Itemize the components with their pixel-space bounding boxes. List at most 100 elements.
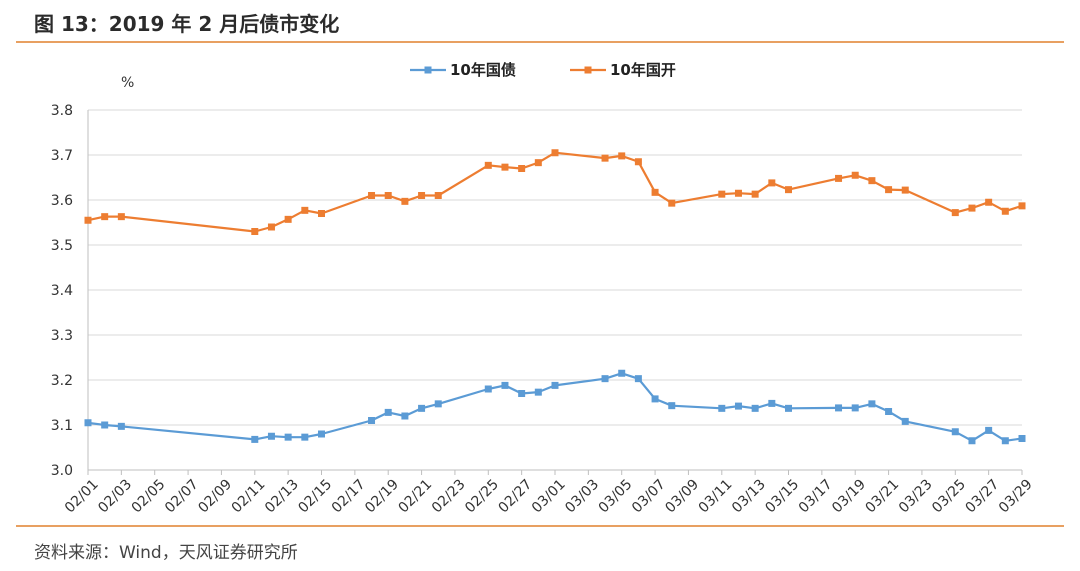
- data-point: [551, 149, 559, 157]
- data-point: [251, 435, 259, 443]
- x-tick-label: 03/13: [729, 476, 769, 516]
- data-point: [835, 404, 843, 412]
- data-point: [251, 228, 259, 235]
- x-tick-label: 02/05: [129, 476, 169, 516]
- x-tick-label: 03/21: [862, 476, 902, 516]
- y-axis-unit: %: [121, 75, 134, 91]
- data-point: [851, 404, 859, 412]
- data-point: [418, 404, 426, 412]
- data-point: [901, 417, 909, 425]
- x-tick-label: 03/15: [762, 476, 802, 516]
- x-tick-label: 02/17: [329, 476, 369, 516]
- bottom-divider: [16, 525, 1064, 527]
- x-tick-label: 03/27: [963, 476, 1003, 516]
- x-tick-label: 02/03: [95, 476, 135, 516]
- data-point: [401, 412, 409, 420]
- x-tick-label: 02/01: [62, 476, 102, 516]
- data-point: [84, 419, 92, 427]
- x-tick-label: 03/23: [896, 476, 936, 516]
- x-axis-ticks: 02/0102/0302/0502/0702/0902/1102/1302/15…: [62, 470, 1036, 516]
- x-tick-label: 02/09: [195, 476, 235, 516]
- data-point: [267, 432, 275, 440]
- data-point: [768, 399, 776, 407]
- legend-marker: [584, 66, 592, 74]
- legend-item: 10年国债: [410, 61, 516, 79]
- data-point: [835, 174, 843, 182]
- data-point: [601, 154, 609, 162]
- y-tick-label: 3.0: [51, 463, 73, 479]
- x-tick-label: 02/19: [362, 476, 402, 516]
- data-point: [668, 199, 676, 207]
- data-point: [651, 188, 659, 196]
- x-tick-label: 03/03: [562, 476, 602, 516]
- data-point: [1001, 437, 1009, 445]
- line-chart: 3.03.13.23.33.43.53.63.73.8 02/0102/0302…: [51, 61, 1036, 516]
- data-point: [951, 428, 959, 436]
- data-point: [434, 400, 442, 408]
- y-tick-label: 3.7: [51, 148, 73, 164]
- data-point: [668, 402, 676, 410]
- data-point: [968, 204, 976, 212]
- data-point: [751, 404, 759, 412]
- data-point: [534, 388, 542, 396]
- data-point: [301, 433, 309, 441]
- data-point: [601, 375, 609, 383]
- data-point: [534, 159, 542, 167]
- data-point: [985, 198, 993, 206]
- y-tick-label: 3.8: [51, 103, 73, 119]
- data-point: [434, 192, 442, 199]
- data-point: [751, 190, 759, 198]
- x-tick-label: 02/27: [496, 476, 536, 516]
- data-point: [284, 433, 292, 441]
- data-point: [84, 216, 92, 224]
- x-tick-label: 03/11: [696, 476, 736, 516]
- x-tick-label: 02/23: [429, 476, 469, 516]
- data-point: [484, 161, 492, 169]
- data-point: [401, 197, 409, 205]
- top-divider: [16, 41, 1064, 43]
- data-point: [117, 213, 125, 221]
- legend-marker: [424, 66, 432, 74]
- y-tick-label: 3.1: [51, 418, 73, 434]
- data-point: [951, 209, 959, 217]
- x-tick-label: 03/17: [796, 476, 836, 516]
- series-2: [84, 149, 1026, 235]
- data-point: [868, 400, 876, 408]
- x-tick-label: 03/07: [629, 476, 669, 516]
- data-point: [901, 186, 909, 194]
- data-point: [284, 215, 292, 223]
- x-tick-label: 03/09: [662, 476, 702, 516]
- figure-title: 图 13：2019 年 2 月后债市变化: [34, 12, 340, 36]
- source-note: 资料来源：Wind，天风证券研究所: [34, 543, 298, 563]
- data-point: [384, 408, 392, 416]
- data-point: [101, 421, 109, 429]
- data-point: [501, 163, 509, 171]
- data-point: [318, 430, 325, 438]
- data-point: [885, 408, 893, 415]
- data-point: [734, 402, 742, 410]
- data-point: [718, 190, 726, 198]
- data-point: [368, 417, 376, 424]
- x-tick-label: 03/01: [529, 476, 569, 516]
- data-point: [718, 404, 726, 412]
- data-point: [101, 213, 109, 221]
- y-tick-label: 3.4: [51, 283, 73, 299]
- x-tick-label: 03/05: [596, 476, 636, 516]
- data-point: [634, 158, 642, 166]
- x-tick-label: 02/13: [262, 476, 302, 516]
- data-point: [518, 390, 526, 397]
- data-point: [785, 186, 792, 194]
- data-point: [501, 381, 509, 389]
- legend: 10年国债 10年国开: [410, 61, 676, 79]
- x-tick-label: 02/25: [462, 476, 502, 516]
- data-point: [551, 381, 559, 389]
- data-point: [985, 426, 993, 434]
- legend-label: 10年国债: [450, 61, 516, 79]
- x-tick-label: 02/15: [295, 476, 335, 516]
- x-tick-label: 02/11: [229, 476, 269, 516]
- grid-lines: [87, 109, 1022, 471]
- y-tick-label: 3.6: [51, 193, 73, 209]
- data-point: [267, 223, 275, 231]
- data-point: [1018, 435, 1026, 442]
- data-point: [785, 404, 792, 412]
